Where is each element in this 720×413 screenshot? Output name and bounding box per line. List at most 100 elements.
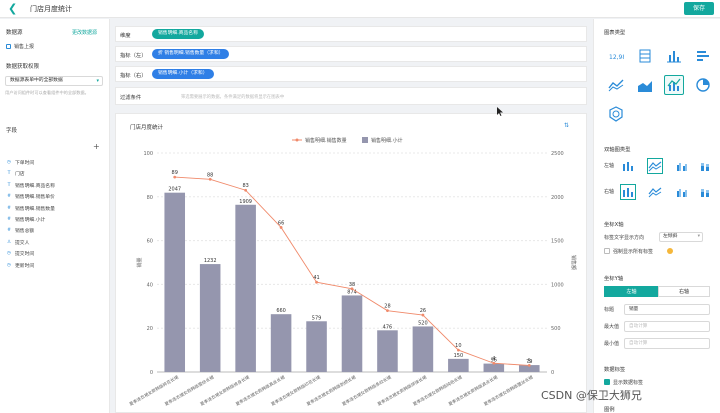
chart-type-option[interactable]	[664, 46, 684, 66]
clock-icon: ◷	[6, 262, 11, 268]
y-right-tick-label: 0	[551, 370, 554, 376]
show-data-label-checkbox[interactable]	[604, 379, 610, 385]
field-label: 销售明细.商品名称	[15, 183, 55, 189]
chart-settings-icon[interactable]: ⇅	[564, 122, 570, 129]
y-left-tick-label: 40	[147, 282, 153, 288]
bar-value-label: 150	[454, 353, 464, 359]
permission-select[interactable]: 数据源表单中的全部数据 ▾	[5, 76, 103, 86]
label-direction-select[interactable]: 左倾斜 ▾	[659, 232, 703, 242]
bar-value-label: 476	[383, 324, 393, 330]
add-field-button[interactable]: +	[93, 142, 100, 151]
permission-hint: 用户访问组件时可以查看组件中的全部数据。	[5, 90, 89, 95]
right-metric-row: 指标（右） 销售明细.小计（求和）	[115, 66, 587, 82]
data-label-title: 数据标签	[604, 367, 626, 373]
y-left-tick-label: 80	[147, 195, 153, 201]
bar-value-label: 579	[312, 315, 322, 321]
line-point	[244, 188, 248, 192]
source-item[interactable]: 销售上报	[6, 43, 34, 50]
dual-type-option[interactable]	[620, 184, 636, 200]
chart-type-option[interactable]	[606, 104, 626, 124]
force-all-labels-checkbox[interactable]	[604, 248, 610, 254]
min-input[interactable]: 自动计算	[624, 338, 710, 349]
dual-type-option[interactable]	[697, 184, 713, 200]
field-item[interactable]: ◷ 更新时间	[6, 262, 34, 269]
bar-value-label: 79	[526, 359, 532, 365]
chart-type-title: 图表类型	[604, 30, 626, 36]
right-metric-pill[interactable]: 销售明细.小计（求和）	[152, 69, 214, 79]
field-label: 销售明细.销售数量	[15, 206, 55, 212]
field-item[interactable]: # 销售总额	[6, 227, 34, 234]
line-value-label: 26	[420, 308, 426, 314]
bar-value-label: 520	[418, 320, 428, 326]
clock-icon: ◷	[6, 160, 11, 165]
line-value-label: 4	[492, 356, 495, 362]
dual-type-option[interactable]	[674, 184, 690, 200]
y-right-tick-label: 500	[551, 326, 561, 332]
y-tab-left[interactable]: 左轴	[604, 286, 659, 297]
change-source-link[interactable]: 更改数据源	[72, 30, 98, 36]
table-icon	[639, 49, 651, 63]
chart-type-option[interactable]	[635, 46, 655, 66]
chart-card: 门店月度统计 ⇅ 0 20 40 60 80 100 0 500 1000 1500 2000 250…	[115, 113, 587, 413]
filter-row: 过滤条件 筛选需要展示的数据，条件满足的数据将显示在图表中	[115, 87, 587, 105]
field-item[interactable]: # 销售明细.小计	[6, 216, 45, 223]
max-input[interactable]: 自动计算	[624, 321, 710, 332]
bar-value-label: 874	[347, 289, 357, 295]
chart-type-option[interactable]	[664, 75, 684, 95]
datasource-title: 数据源	[6, 30, 23, 36]
line-point	[208, 177, 212, 181]
dimension-label: 维度	[120, 33, 131, 39]
max-label: 最大值	[604, 324, 620, 330]
chart-type-option[interactable]	[693, 75, 713, 95]
dual-type-option[interactable]	[620, 158, 636, 174]
grouped-bar-icon	[677, 163, 687, 171]
y-left-axis-title: 销量	[136, 257, 143, 267]
bar	[412, 326, 434, 372]
field-label: 提交时间	[15, 252, 35, 258]
force-all-labels-label: 强制显示所有标签	[613, 249, 654, 255]
field-label: 销售明细.小计	[15, 218, 46, 223]
help-icon[interactable]	[667, 248, 673, 254]
bar	[270, 314, 292, 372]
line-value-label: 41	[313, 275, 319, 281]
chart-type-option[interactable]	[635, 75, 655, 95]
title-input[interactable]: 销量	[624, 304, 710, 315]
svg-text:12,987: 12,987	[609, 54, 624, 61]
field-item[interactable]: T 门店	[6, 170, 25, 177]
field-item[interactable]: # 销售明细.销售数量	[6, 205, 55, 212]
y-right-tick-label: 2000	[551, 195, 564, 201]
chart-type-option[interactable]	[606, 75, 626, 95]
left-metric-pill[interactable]: 折 销售明细.销售数量（求和）	[152, 49, 230, 59]
field-item[interactable]: ◷ 提交时间	[6, 250, 34, 257]
field-item[interactable]: ♙ 提交人	[6, 239, 29, 246]
dual-type-option[interactable]	[674, 158, 690, 174]
bar-chart-icon	[667, 51, 681, 63]
left-metric-label: 指标（左）	[120, 53, 147, 59]
dual-type-option[interactable]	[697, 158, 713, 174]
field-item[interactable]: ◷ 下单时间	[6, 159, 34, 166]
y-right-tick-label: 1500	[551, 239, 564, 245]
title-label: 标题	[604, 307, 615, 313]
chevron-down-icon: ▾	[697, 234, 700, 239]
save-button[interactable]: 保存	[684, 2, 714, 15]
field-label: 提交人	[15, 240, 30, 246]
dual-type-option[interactable]	[647, 184, 663, 200]
dimension-pill[interactable]: 销售明细.商品名称	[152, 29, 204, 39]
line-value-label: 66	[278, 220, 284, 226]
left-panel: 数据源 更改数据源 销售上报 数据获取权限 数据源表单中的全部数据 ▾ 用户访问…	[0, 19, 110, 413]
stacked-bar-icon	[701, 189, 709, 197]
field-item[interactable]: T 销售明细.商品名称	[6, 182, 55, 189]
back-arrow-icon[interactable]: ❮	[8, 2, 18, 15]
y-tab-right[interactable]: 右轴	[658, 286, 710, 297]
filter-input[interactable]: 筛选需要展示的数据，条件满足的数据将显示在图表中	[181, 95, 285, 100]
line-point	[279, 226, 283, 229]
dual-type-option[interactable]	[647, 158, 663, 174]
bar	[235, 204, 256, 372]
field-item[interactable]: # 销售明细.销售单价	[6, 193, 55, 200]
bar-value-label: 96	[491, 358, 497, 364]
chart-type-option[interactable]: 12,987	[606, 46, 626, 66]
label-direction-value: 左倾斜	[663, 234, 678, 239]
chart-type-option[interactable]	[693, 46, 713, 66]
bar	[448, 358, 469, 372]
